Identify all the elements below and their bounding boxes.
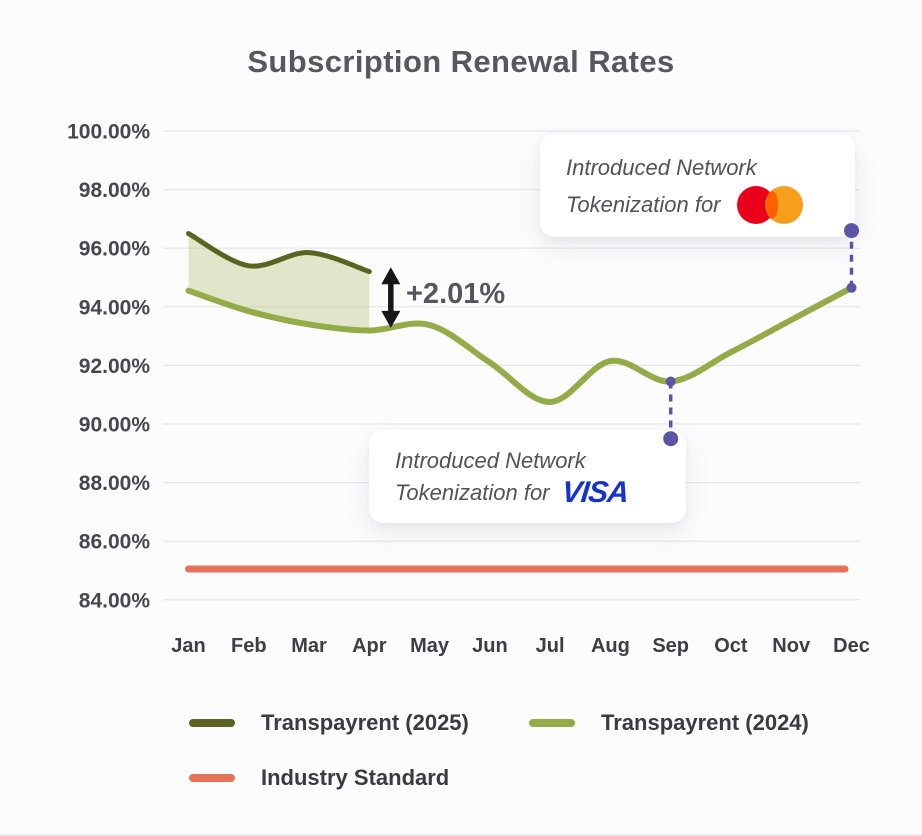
x-axis-tick-label: Jun [472, 635, 508, 657]
x-axis-tick-label: Feb [231, 635, 267, 657]
legend-label: Industry Standard [261, 765, 449, 791]
x-axis-tick-label: Nov [772, 635, 811, 657]
legend-swatch-industry [189, 774, 235, 782]
y-axis-tick-label: 88.00% [79, 472, 151, 495]
y-axis-tick-label: 96.00% [79, 238, 151, 261]
x-axis-tick-label: Jan [171, 635, 205, 657]
legend-swatch-2025 [189, 719, 235, 727]
delta-label: +2.01% [406, 278, 505, 311]
x-axis-tick-label: Jul [536, 635, 565, 657]
x-axis-tick-label: Apr [352, 635, 387, 657]
x-axis-tick-label: Sep [652, 635, 689, 657]
x-axis-tick-label: Dec [833, 635, 870, 657]
annotation-text-line1: Introduced Network [395, 445, 686, 477]
mastercard-overlap-lens [766, 191, 778, 219]
legend-label: Transpayrent (2025) [261, 710, 469, 736]
x-axis-tick-label: Aug [591, 635, 630, 657]
annotation-text-line2: Tokenization for [395, 477, 550, 509]
mastercard-annotation-card: Introduced Network Tokenization for [540, 134, 855, 237]
chart-card: Subscription Renewal Rates 100.00%98.00%… [0, 0, 922, 836]
y-axis-tick-label: 84.00% [79, 589, 151, 612]
x-axis-tick-label: May [410, 635, 450, 657]
y-axis-tick-label: 94.00% [79, 296, 151, 319]
visa-annotation-card: Introduced Network Tokenization for VISA [369, 430, 686, 523]
legend-swatch-2024 [529, 719, 575, 727]
y-axis-tick-label: 98.00% [79, 179, 151, 202]
x-axis-tick-label: Oct [714, 635, 748, 657]
y-axis-tick-label: 92.00% [79, 355, 151, 378]
annotation-text-line2: Tokenization for [566, 189, 721, 221]
legend-item-industry-standard: Industry Standard [189, 765, 530, 791]
annotation-text-line1: Introduced Network [566, 152, 855, 184]
y-axis-tick-label: 100.00% [67, 121, 150, 144]
mastercard-logo-icon [737, 184, 804, 226]
y-axis-tick-label: 90.00% [79, 414, 151, 437]
legend-label: Transpayrent (2024) [601, 710, 809, 736]
y-axis-tick-label: 86.00% [79, 531, 151, 554]
plot-area: 100.00% 98.00% 96.00% 94.00% 92.00% 90.00% 88.… [0, 0, 922, 690]
x-axis-tick-label: Mar [291, 635, 327, 657]
legend-item-transpayrent-2024: Transpayrent (2024) [529, 710, 869, 736]
visa-logo: VISA [560, 477, 629, 509]
legend-item-transpayrent-2025: Transpayrent (2025) [189, 710, 529, 736]
legend: Transpayrent (2025) Transpayrent (2024) … [189, 706, 869, 795]
delta-arrow-head-up [381, 267, 400, 284]
